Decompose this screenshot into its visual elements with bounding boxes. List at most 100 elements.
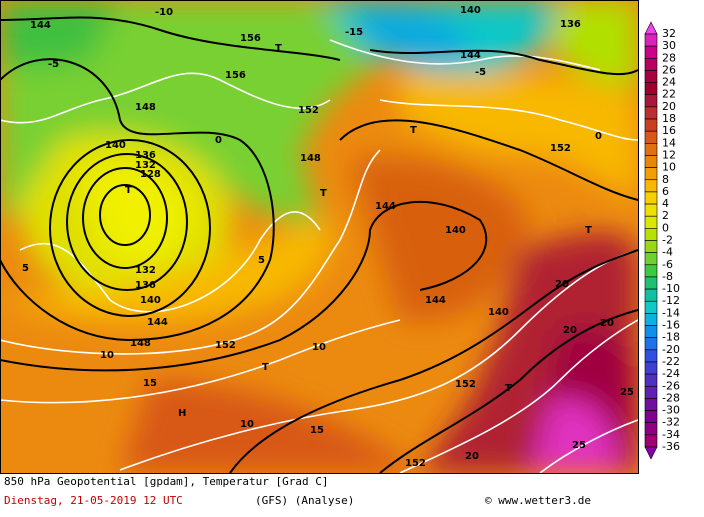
isotherm-label: 20: [563, 325, 577, 336]
colorbar-cell: [644, 45, 658, 59]
colorbar-label: 14: [662, 136, 676, 149]
isotherm-label: 10: [100, 350, 114, 361]
colorbar-label: -30: [662, 404, 680, 417]
map-frame: [0, 0, 639, 474]
colorbar-cell: [644, 276, 658, 290]
model-info: (GFS) (Analyse): [255, 494, 354, 507]
isotherm-label: 25: [620, 387, 634, 398]
colorbar-cell: [644, 70, 658, 83]
colorbar-cell: [644, 398, 658, 411]
colorbar-label: -2: [662, 234, 673, 247]
contour-label: 156: [240, 33, 261, 44]
isotherm-label: 0: [215, 135, 222, 146]
map-labels: 144 140 136 132 128 T 132 136 140 144 14…: [22, 5, 634, 469]
pressure-symbol: T: [125, 185, 132, 196]
colorbar-label: 16: [662, 124, 676, 137]
isotherm-label: 15: [310, 425, 324, 436]
isotherm-label: 5: [22, 263, 29, 274]
isotherm-label: 10: [240, 419, 254, 430]
isotherm-label: 20: [555, 279, 569, 290]
map: [0, 0, 638, 473]
colorbar-cell: [644, 300, 658, 314]
isotherm-label: 20: [600, 318, 614, 329]
colorbar-label: 26: [662, 63, 676, 76]
contour-label: 140: [488, 307, 509, 318]
isotherm-label: -10: [155, 7, 173, 18]
colorbar-label: 10: [662, 161, 676, 174]
colorbar-label: 2: [662, 209, 669, 222]
colorbar-label: -18: [662, 331, 680, 344]
colorbar-label: -8: [662, 270, 673, 283]
isotherm-label: 20: [465, 451, 479, 462]
colorbar-cell: [644, 94, 658, 108]
colorbar-cell: [644, 361, 658, 375]
contour-label: 152: [455, 379, 476, 390]
colorbar-cap: [644, 446, 658, 460]
colorbar-cell: [644, 410, 658, 424]
colorbar-cell: [644, 337, 658, 351]
contour-label: 144: [30, 20, 51, 31]
colorbar-label: -32: [662, 416, 680, 429]
colorbar-cell: [644, 264, 658, 278]
pressure-symbol: T: [320, 188, 327, 199]
colorbar-label: -16: [662, 319, 680, 332]
colorbar-cell: [644, 82, 658, 96]
contour-label: 148: [300, 153, 321, 164]
isotherm-label: 5: [258, 255, 265, 266]
colorbar-cell: [644, 373, 658, 387]
footer: [0, 474, 638, 513]
contour-label: 156: [225, 70, 246, 81]
colorbar: 32302826242220181614121086420-2-4-6-8-10…: [644, 21, 680, 460]
colorbar-cell: [644, 349, 658, 363]
contour-label: 144: [375, 201, 396, 212]
isotherm-label: 15: [143, 378, 157, 389]
colorbar-label: -26: [662, 379, 680, 392]
colorbar-cell: [644, 191, 658, 205]
colorbar-cell: [644, 179, 658, 193]
contour-label: 152: [550, 143, 571, 154]
colorbar-label: 12: [662, 148, 676, 161]
colorbar-label: 0: [662, 221, 669, 234]
colorbar-cell: [644, 228, 658, 241]
isotherm-label: 25: [572, 440, 586, 451]
contour-label: 140: [445, 225, 466, 236]
colorbar-label: -4: [662, 246, 673, 259]
colorbar-cell: [644, 325, 658, 338]
colorbar-label: 18: [662, 112, 676, 125]
source: © www.wetter3.de: [485, 494, 591, 507]
isotherm-label: -5: [48, 59, 59, 70]
colorbar-label: 4: [662, 197, 669, 210]
colorbar-label: -28: [662, 391, 680, 404]
colorbar-cell: [644, 57, 658, 71]
colorbar-cell: [644, 252, 658, 266]
colorbar-cell: [644, 288, 658, 302]
colorbar-label: -6: [662, 258, 673, 271]
pressure-symbol: H: [178, 408, 186, 419]
contour-label: 144: [460, 50, 481, 61]
colorbar-cell: [644, 33, 658, 47]
contour-label: 144: [147, 317, 168, 328]
colorbar-label: -36: [662, 440, 680, 453]
colorbar-label: -10: [662, 282, 680, 295]
contour-label: 140: [140, 295, 161, 306]
pressure-symbol: T: [262, 362, 269, 373]
colorbar-label: -24: [662, 367, 680, 380]
contour-label: 152: [298, 105, 319, 116]
colorbar-cell: [644, 118, 658, 132]
colorbar-cell: [644, 155, 658, 168]
contour-label: 152: [215, 340, 236, 351]
contour-label: 152: [405, 458, 426, 469]
pressure-symbol: T: [410, 125, 417, 136]
contour-label: 140: [105, 140, 126, 151]
colorbar-cell: [644, 313, 658, 326]
contour-label: 128: [140, 169, 161, 180]
map-title: 850 hPa Geopotential [gpdam], Temperatur…: [4, 475, 329, 488]
colorbar-cell: [644, 215, 658, 229]
pressure-symbol: T: [585, 225, 592, 236]
colorbar-cell: [644, 203, 658, 217]
colorbar-label: -14: [662, 306, 680, 319]
colorbar-cell: [644, 167, 658, 181]
isotherm-label: 0: [595, 131, 602, 142]
colorbar-cell: [644, 106, 658, 120]
